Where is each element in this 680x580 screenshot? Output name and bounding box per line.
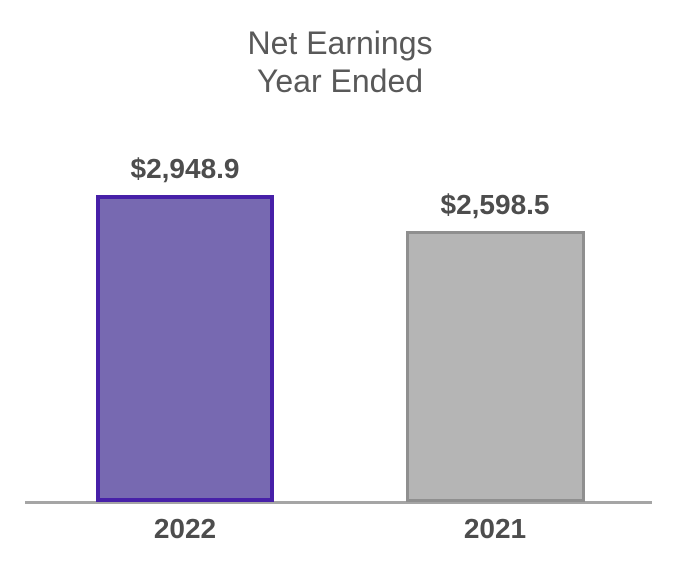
bar-2021 — [405, 231, 585, 502]
chart-title-line-2: Year Ended — [256, 63, 424, 99]
value-label-2021: $2,598.5 — [440, 189, 550, 220]
bar-2022 — [96, 195, 274, 502]
x-axis-line — [25, 501, 652, 504]
value-label-2022: $2,948.9 — [130, 153, 240, 184]
category-label-2022: 2022 — [153, 513, 217, 544]
chart-title-line-1: Net Earnings — [247, 25, 433, 61]
chart-title: Net Earnings Year Ended — [0, 24, 680, 100]
category-label-2021: 2021 — [463, 513, 527, 544]
